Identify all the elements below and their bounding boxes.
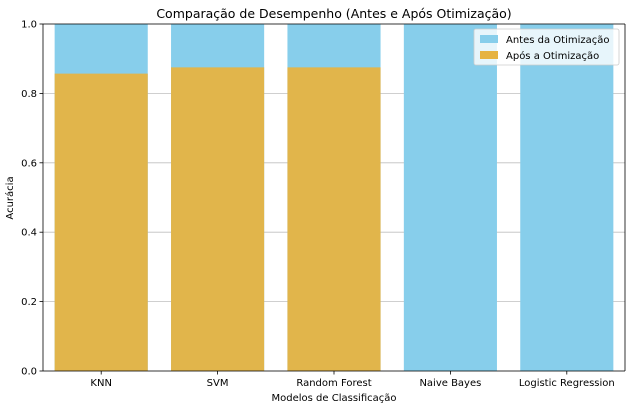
- y-tick-label: 1.0: [21, 20, 37, 31]
- legend-label: Após a Otimização: [506, 50, 599, 62]
- legend-swatch: [480, 35, 498, 43]
- axes-layer: 0.0 0.2 0.4 0.6 0.8 1.0 KNN SVM Random Forest Nai…: [21, 20, 626, 389]
- y-axis-label: Acurácia: [4, 176, 16, 219]
- x-tick-label: Naive Bayes: [419, 378, 481, 389]
- legend-label: Antes da Otimização: [506, 35, 610, 46]
- y-tick-label: 0.6: [21, 158, 37, 169]
- bar-after: [54, 73, 148, 371]
- bars-layer: [54, 24, 614, 371]
- y-tick-label: 0.4: [21, 228, 37, 239]
- legend: Antes da Otimização Após a Otimização: [473, 28, 620, 66]
- y-tick-label: 0.8: [21, 89, 37, 100]
- legend-swatch: [480, 51, 498, 59]
- x-tick-label: KNN: [90, 378, 112, 389]
- bar-before: [520, 24, 614, 371]
- y-tick-label: 0.0: [21, 367, 37, 378]
- y-tick-label: 0.2: [21, 297, 37, 308]
- chart-title: Comparação de Desempenho (Antes e Após O…: [156, 6, 511, 21]
- bar-after: [171, 67, 265, 371]
- x-tick-label: Random Forest: [296, 378, 371, 389]
- bar-before: [403, 24, 497, 371]
- x-tick-label: Logistic Regression: [519, 378, 615, 389]
- bar-after: [287, 67, 381, 371]
- x-axis-label: Modelos de Classificação: [272, 393, 397, 403]
- legend-box: [473, 28, 620, 66]
- x-tick-label: SVM: [207, 378, 229, 389]
